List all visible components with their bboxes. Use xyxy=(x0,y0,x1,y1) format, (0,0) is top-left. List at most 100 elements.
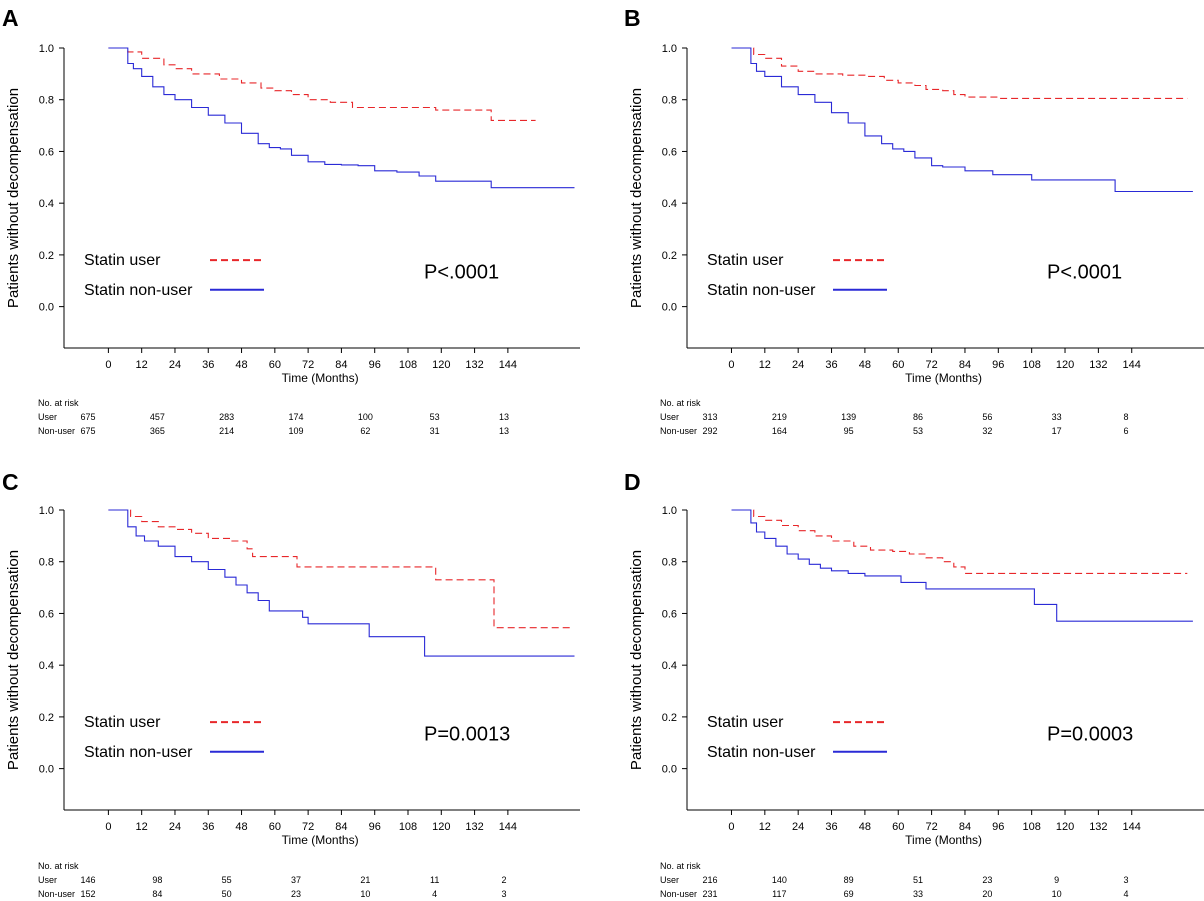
x-axis-label: Time (Months) xyxy=(905,371,982,385)
x-tick-label: 48 xyxy=(235,359,247,371)
series-line-statin-user xyxy=(108,509,572,629)
x-tick-label: 132 xyxy=(465,821,483,833)
km-panel-a: A 0.0 0.2 0.4 0.6 0.8 1.0 0 12 24 36 48 60 72 84 96 108 1… xyxy=(2,5,580,436)
y-tick-label: 0.0 xyxy=(662,302,677,314)
x-tick-label: 96 xyxy=(369,821,381,833)
x-tick-label: 72 xyxy=(302,821,314,833)
risk-value: 10 xyxy=(360,889,370,899)
y-tick-label: 1.0 xyxy=(39,43,54,55)
x-tick-label: 144 xyxy=(499,359,517,371)
risk-table: No. at risk User 216 140 89 51 23 9 3 Non-user 231… xyxy=(660,861,1129,899)
x-tick-label: 12 xyxy=(759,359,771,371)
risk-table: No. at risk User 313 219 139 86 56 33 8 Non-user 2… xyxy=(660,398,1129,436)
risk-value: 17 xyxy=(1052,426,1062,436)
risk-value: 62 xyxy=(360,426,370,436)
y-tick-label: 0.4 xyxy=(662,660,677,672)
x-tick-label: 0 xyxy=(728,359,734,371)
risk-value: 13 xyxy=(499,426,509,436)
legend-label: Statin user xyxy=(707,252,784,269)
x-tick-label: 24 xyxy=(169,821,181,833)
legend-label: Statin user xyxy=(84,714,161,731)
x-tick-label: 108 xyxy=(399,821,417,833)
x-tick-label: 36 xyxy=(825,359,837,371)
risk-value: 292 xyxy=(702,426,717,436)
risk-value: 365 xyxy=(150,426,165,436)
y-tick-label: 1.0 xyxy=(662,43,677,55)
series-line-statin-user xyxy=(731,47,1188,99)
legend-label: Statin non-user xyxy=(707,282,816,299)
y-tick-label: 0.8 xyxy=(662,557,677,569)
series-line-statin-non-user xyxy=(108,509,575,657)
risk-value: 33 xyxy=(1052,412,1062,422)
km-panel-d: D 0.0 0.2 0.4 0.6 0.8 1.0 0 12 24 36 48 60 72 84 96 108 1… xyxy=(624,469,1204,899)
risk-value: 675 xyxy=(80,426,95,436)
risk-value: 23 xyxy=(291,889,301,899)
x-tick-label: 60 xyxy=(892,821,904,833)
series-line-statin-non-user xyxy=(731,47,1193,193)
x-tick-label: 36 xyxy=(825,821,837,833)
series-line-statin-user xyxy=(108,47,536,121)
risk-value: 95 xyxy=(844,426,854,436)
series-line-statin-non-user xyxy=(731,509,1193,622)
risk-value: 174 xyxy=(288,412,303,422)
risk-value: 32 xyxy=(982,426,992,436)
x-tick-label: 84 xyxy=(959,821,971,833)
risk-value: 3 xyxy=(1123,875,1128,885)
y-tick-label: 0.0 xyxy=(39,764,54,776)
risk-value: 313 xyxy=(702,412,717,422)
p-value-label: P<.0001 xyxy=(1047,262,1122,284)
risk-value: 152 xyxy=(80,889,95,899)
y-axis-label: Patients without decompensation xyxy=(5,550,22,770)
y-tick-label: 0.6 xyxy=(662,146,677,158)
risk-table: No. at risk User 675 457 283 174 100 53 13 Non-us… xyxy=(38,398,509,436)
y-tick-label: 0.6 xyxy=(662,608,677,620)
x-tick-label: 48 xyxy=(859,821,871,833)
y-tick-label: 1.0 xyxy=(662,505,677,517)
x-tick-label: 120 xyxy=(432,359,450,371)
x-tick-label: 132 xyxy=(1089,821,1107,833)
x-tick-label: 60 xyxy=(269,821,281,833)
y-axis-label: Patients without decompensation xyxy=(5,88,22,308)
risk-value: 20 xyxy=(982,889,992,899)
risk-value: 457 xyxy=(150,412,165,422)
x-tick-label: 120 xyxy=(432,821,450,833)
x-axis-label: Time (Months) xyxy=(282,371,359,385)
risk-value: 86 xyxy=(913,412,923,422)
x-tick-label: 108 xyxy=(1022,359,1040,371)
legend-label: Statin user xyxy=(84,252,161,269)
risk-row-label: User xyxy=(38,875,57,885)
risk-value: 675 xyxy=(80,412,95,422)
x-tick-label: 120 xyxy=(1056,821,1074,833)
risk-value: 89 xyxy=(844,875,854,885)
risk-value: 55 xyxy=(222,875,232,885)
risk-value: 84 xyxy=(152,889,162,899)
risk-value: 6 xyxy=(1123,426,1128,436)
x-tick-label: 60 xyxy=(269,359,281,371)
y-tick-label: 0.2 xyxy=(39,712,54,724)
risk-value: 69 xyxy=(844,889,854,899)
risk-value: 117 xyxy=(772,889,786,899)
x-tick-label: 120 xyxy=(1056,359,1074,371)
x-tick-label: 132 xyxy=(465,359,483,371)
x-tick-label: 132 xyxy=(1089,359,1107,371)
risk-table-header: No. at risk xyxy=(660,861,701,871)
y-tick-label: 0.2 xyxy=(662,250,677,262)
risk-value: 140 xyxy=(772,875,787,885)
risk-value: 23 xyxy=(982,875,992,885)
x-tick-label: 72 xyxy=(302,359,314,371)
y-tick-label: 0.0 xyxy=(39,302,54,314)
series-line-statin-non-user xyxy=(108,47,575,189)
x-tick-label: 108 xyxy=(1022,821,1040,833)
x-tick-label: 84 xyxy=(959,359,971,371)
x-tick-label: 24 xyxy=(792,821,804,833)
y-tick-label: 0.8 xyxy=(39,557,54,569)
x-tick-label: 0 xyxy=(105,359,111,371)
y-tick-label: 0.2 xyxy=(662,712,677,724)
legend-label: Statin non-user xyxy=(84,744,193,761)
x-tick-label: 144 xyxy=(1123,359,1141,371)
risk-value: 109 xyxy=(288,426,303,436)
x-tick-label: 36 xyxy=(202,359,214,371)
x-tick-label: 96 xyxy=(369,359,381,371)
x-tick-label: 84 xyxy=(335,821,347,833)
x-tick-label: 12 xyxy=(136,359,148,371)
